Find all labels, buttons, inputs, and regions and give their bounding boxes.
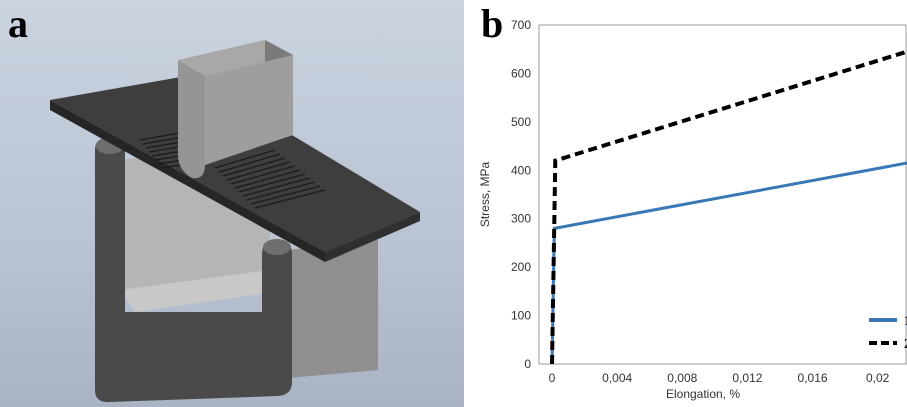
- panel-label-a: a: [8, 1, 28, 46]
- plate-top: [50, 75, 420, 252]
- punch-front: [178, 60, 205, 179]
- y-tick-label: 500: [511, 115, 531, 129]
- series-line-1: [550, 161, 907, 365]
- panel-label-b: b: [481, 1, 504, 46]
- y-tick-label: 400: [511, 163, 531, 177]
- x-tick-label: 0: [549, 371, 556, 385]
- x-tick-label: 0,02: [866, 371, 890, 385]
- plot-frame: [538, 24, 907, 365]
- support-front-face: [95, 138, 292, 403]
- plate-edge-right: [325, 212, 420, 262]
- stress-elongation-chart: 0 100 200 300 400 500 600 700 0 0,004 0,008 0,012 0,…: [478, 18, 907, 401]
- x-tick-label: 0,008: [667, 371, 697, 385]
- x-tick-label: 0,012: [732, 371, 762, 385]
- panel-a-3d-model: [0, 0, 464, 407]
- y-tick-label: 300: [511, 212, 531, 226]
- support-right-rim: [263, 239, 291, 255]
- y-tick-label: 100: [511, 309, 531, 323]
- y-tick-label: 0: [524, 357, 531, 371]
- x-tick-label: 0,004: [602, 371, 632, 385]
- x-tick-label: 0,016: [798, 371, 828, 385]
- legend-label-1: 1: [904, 314, 907, 329]
- y-tick-label: 200: [511, 260, 531, 274]
- punch-face: [205, 55, 293, 165]
- panel-b-chart: 0 100 200 300 400 500 600 700 0 0,004 0,008 0,012 0,…: [464, 0, 907, 407]
- y-tick-label: 600: [511, 66, 531, 80]
- series-line-2: [550, 49, 907, 365]
- y-axis-title: Stress, MPa: [478, 162, 492, 228]
- punch-top: [178, 40, 293, 76]
- x-axis-title: Elongation, %: [666, 387, 740, 401]
- support-right-face: [288, 240, 378, 378]
- bending-fixture-illustration: [50, 40, 420, 403]
- support-inner-floor: [120, 270, 288, 312]
- y-tick-label: 700: [511, 18, 531, 32]
- plate-edge: [50, 100, 325, 262]
- legend-label-2: 2: [904, 337, 907, 352]
